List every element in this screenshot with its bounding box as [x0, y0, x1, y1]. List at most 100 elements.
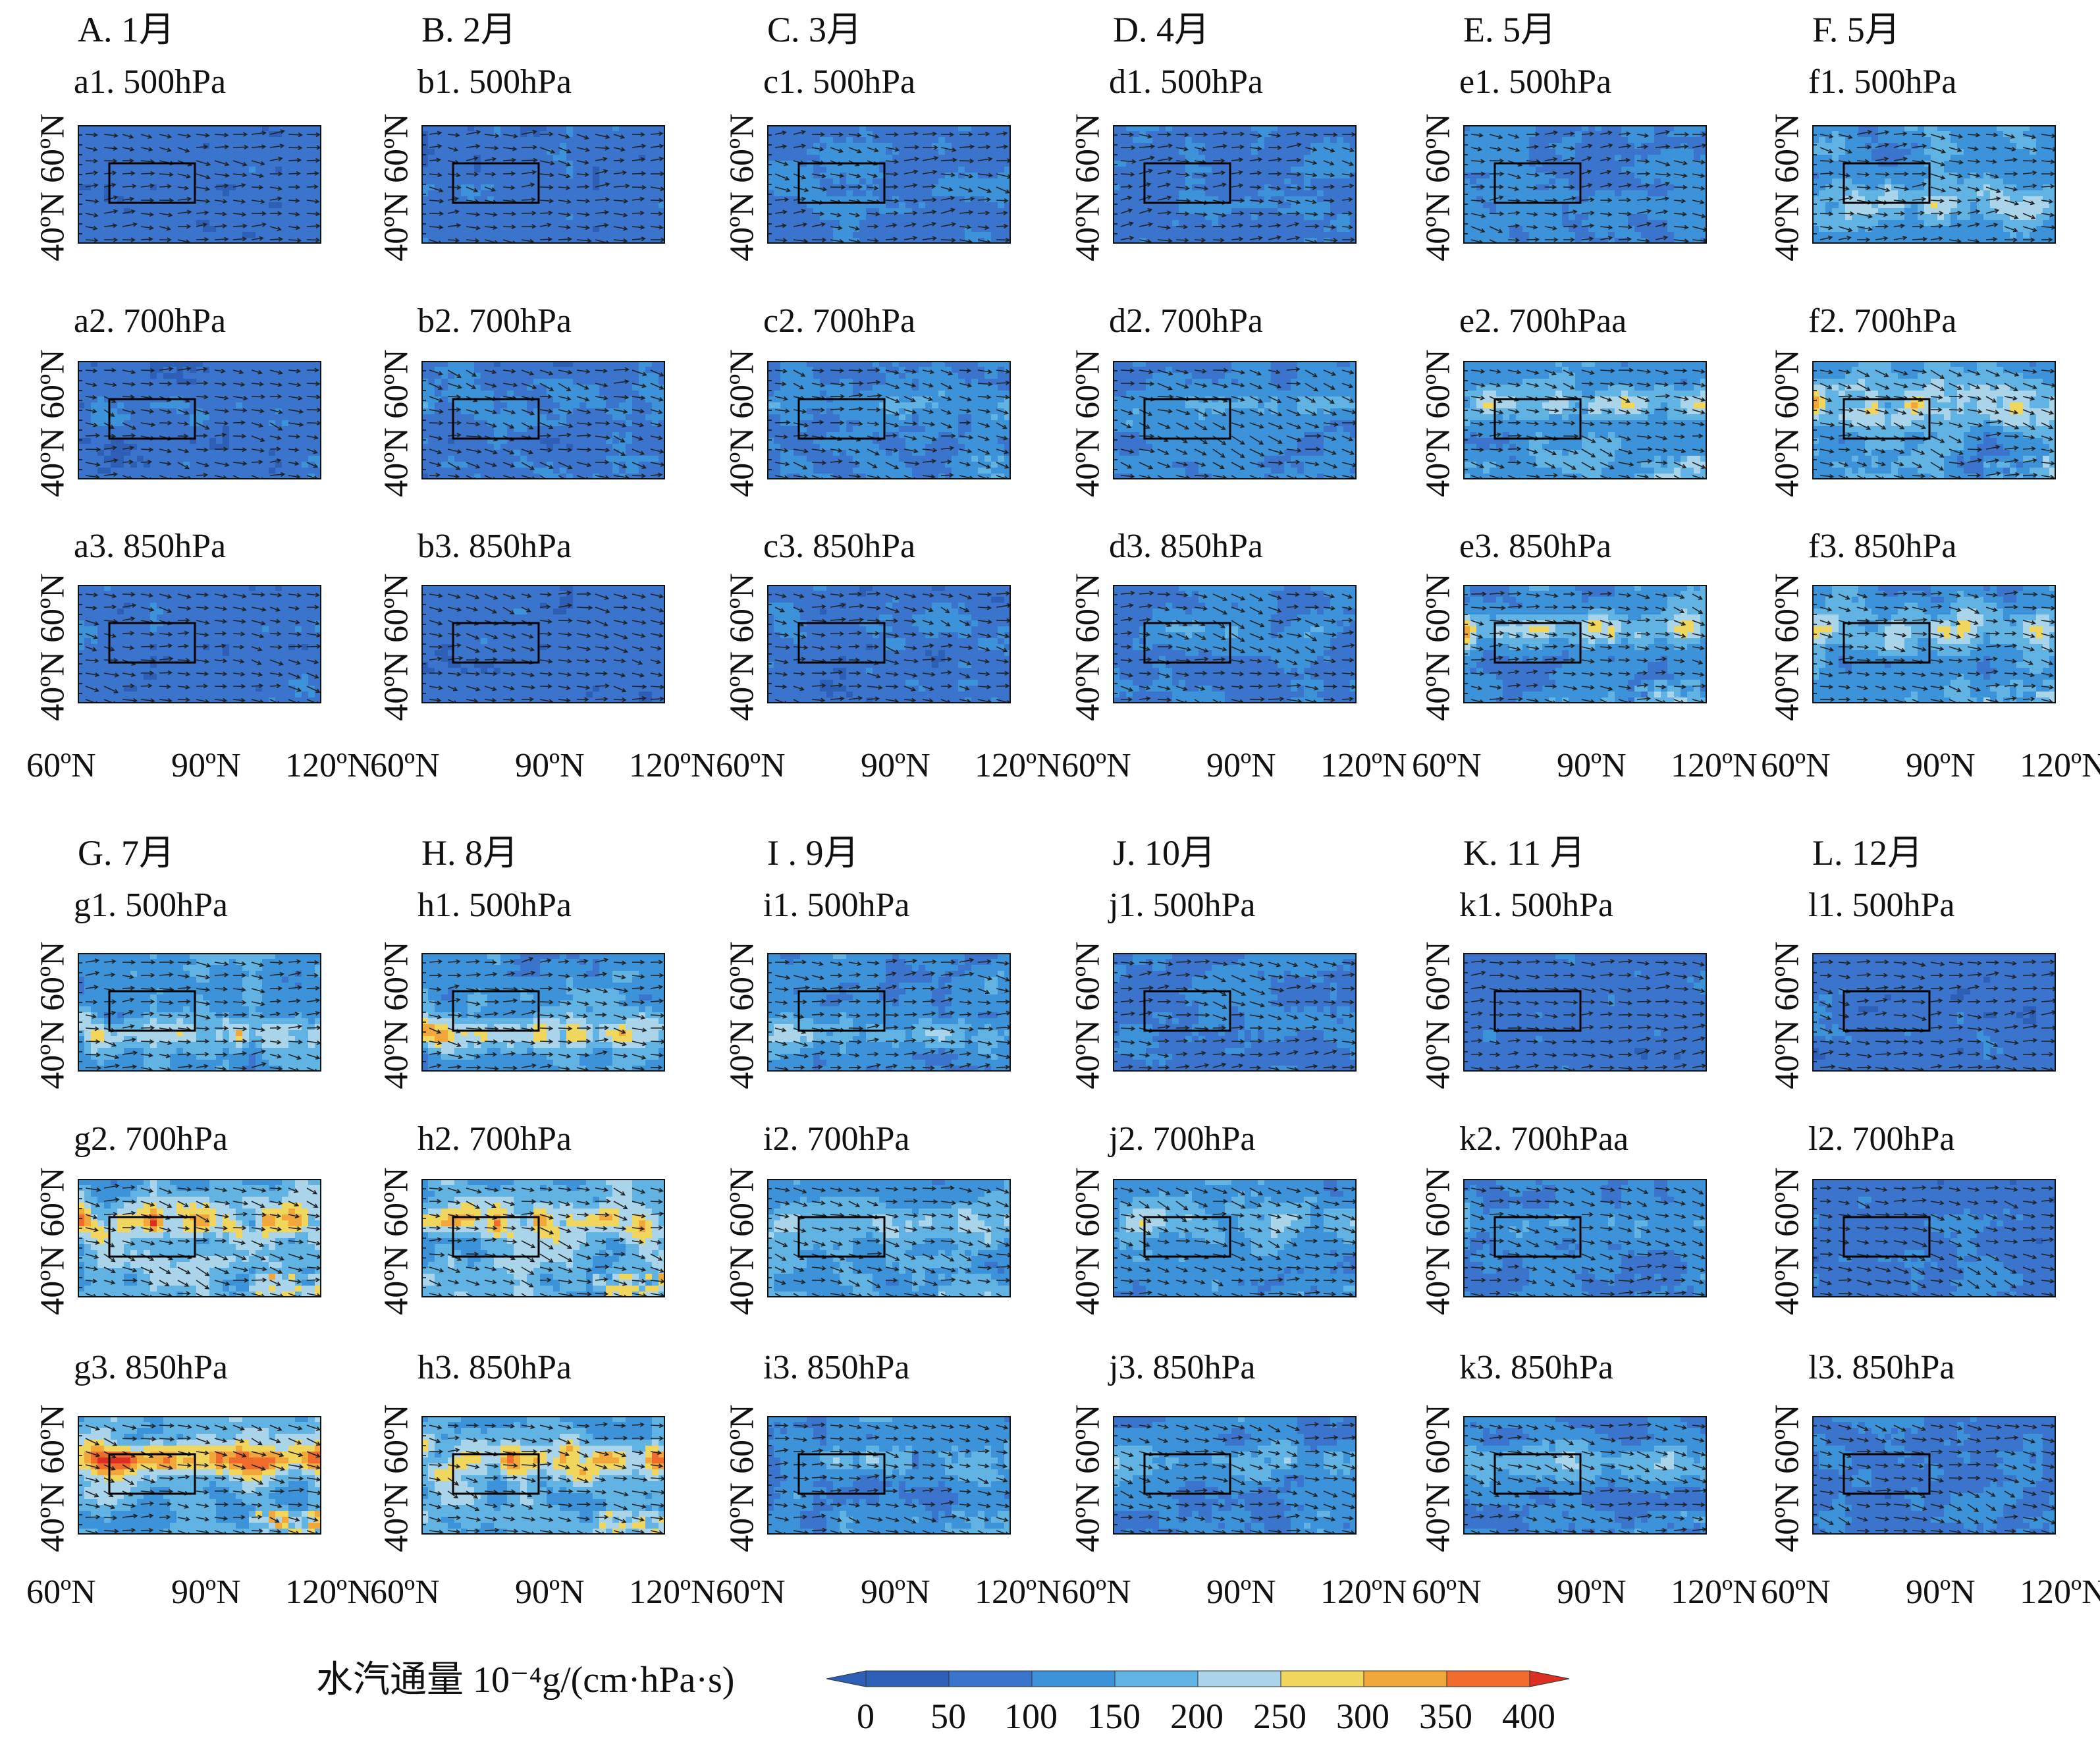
panel-label: h1. 500hPa: [417, 886, 572, 925]
y-axis-label: 40ºN 60ºN: [1069, 338, 1108, 509]
month-title: D. 4月: [1113, 0, 1210, 52]
wind-vectors: [774, 1185, 1011, 1297]
region-box: [452, 622, 540, 664]
wind-vectors: [429, 1186, 665, 1297]
panel-map: [1463, 361, 1707, 479]
month-title: F. 5月: [1812, 0, 1900, 52]
panel-label: h2. 700hPa: [417, 1120, 572, 1158]
region-box: [1843, 1453, 1931, 1495]
panel-label: f3. 850hPa: [1808, 527, 1956, 566]
y-axis-label: 40ºN 60ºN: [1419, 338, 1458, 509]
x-tick-label: 120ºN: [2020, 1573, 2100, 1612]
y-axis-label: 40ºN 60ºN: [723, 338, 762, 509]
x-tick-label: 120ºN: [629, 746, 716, 785]
flux-map: [78, 953, 321, 1072]
panel-label: b2. 700hPa: [417, 302, 572, 340]
colorbar-tick-label: 300: [1336, 1696, 1389, 1737]
panel-label: f2. 700hPa: [1808, 302, 1956, 340]
x-tick-label: 120ºN: [1671, 746, 1758, 785]
colorbar-segment: [1197, 1670, 1281, 1687]
colorbar-segment: [1280, 1670, 1364, 1687]
region-box: [1843, 622, 1931, 664]
y-axis-label: 40ºN 60ºN: [34, 1393, 72, 1564]
y-axis-label: 40ºN 60ºN: [1069, 1393, 1108, 1564]
panel-map: [421, 585, 665, 703]
panel-label: j3. 850hPa: [1109, 1348, 1255, 1387]
wind-vectors: [774, 958, 1011, 1072]
y-axis-label: 40ºN 60ºN: [377, 1156, 416, 1327]
panel-label: c3. 850hPa: [763, 527, 915, 566]
panel-map: [1812, 1179, 2056, 1297]
region-box: [1843, 1216, 1931, 1258]
wind-vectors: [1819, 959, 2056, 1072]
flux-map: [1812, 361, 2056, 479]
panel-map: [1812, 1416, 2056, 1535]
panel-map: [1812, 361, 2056, 479]
x-tick-label: 120ºN: [629, 1573, 716, 1612]
x-tick-label: 90ºN: [1206, 1573, 1276, 1612]
month-title: L. 12月: [1812, 823, 1923, 875]
x-tick-label: 90ºN: [171, 1573, 241, 1612]
wind-vectors: [774, 591, 1011, 703]
colorbar-segment: [1031, 1670, 1116, 1687]
x-tick-label: 60ºN: [716, 1573, 786, 1612]
wind-vectors: [1470, 130, 1707, 244]
x-tick-label: 120ºN: [2020, 746, 2100, 785]
flux-map: [1812, 585, 2056, 703]
flux-map: [1113, 953, 1357, 1072]
x-tick-label: 60ºN: [716, 746, 786, 785]
y-axis-label: 40ºN 60ºN: [723, 930, 762, 1101]
colorbar-tick-label: 50: [930, 1696, 966, 1737]
y-axis-label: 40ºN 60ºN: [1419, 1156, 1458, 1327]
panel-label: k2. 700hPaa: [1459, 1120, 1629, 1158]
x-tick-label: 90ºN: [861, 1573, 930, 1612]
y-axis-label: 40ºN 60ºN: [723, 1156, 762, 1327]
x-tick-label: 120ºN: [1671, 1573, 1758, 1612]
y-axis-label: 40ºN 60ºN: [377, 562, 416, 733]
panel-label: g1. 500hPa: [74, 886, 228, 925]
x-tick-label: 60ºN: [1062, 746, 1131, 785]
region-box: [1143, 990, 1231, 1032]
x-tick-label: 120ºN: [1320, 1573, 1407, 1612]
colorbar-tick-label: 250: [1253, 1696, 1306, 1737]
month-title: E. 5月: [1463, 0, 1556, 52]
colorbar-tick-label: 0: [857, 1696, 875, 1737]
region-box: [1143, 398, 1231, 440]
colorbar-segment: [948, 1670, 1033, 1687]
y-axis-label: 40ºN 60ºN: [1069, 562, 1108, 733]
x-tick-label: 90ºN: [1906, 1573, 1976, 1612]
flux-map: [78, 125, 321, 244]
wind-vectors: [1470, 1422, 1707, 1535]
y-axis-label: 40ºN 60ºN: [34, 1156, 72, 1327]
flux-map: [1812, 125, 2056, 244]
wind-vectors: [1470, 958, 1707, 1072]
colorbar-tick-label: 200: [1170, 1696, 1224, 1737]
flux-map: [1113, 125, 1357, 244]
x-tick-label: 90ºN: [515, 746, 585, 785]
wind-vectors: [1120, 367, 1357, 479]
y-axis-label: 40ºN 60ºN: [34, 338, 72, 509]
flux-map: [78, 1416, 321, 1535]
colorbar-tick-label: 150: [1087, 1696, 1141, 1737]
flux-map: [767, 125, 1011, 244]
flux-map: [78, 361, 321, 479]
x-tick-label: 60ºN: [370, 1573, 440, 1612]
flux-map: [421, 1179, 665, 1297]
x-tick-label: 60ºN: [1412, 1573, 1482, 1612]
wind-vectors: [429, 957, 665, 1072]
panel-map: [421, 953, 665, 1072]
panel-map: [78, 953, 321, 1072]
panel-map: [1463, 585, 1707, 703]
x-tick-label: 90ºN: [861, 746, 930, 785]
y-axis-label: 40ºN 60ºN: [1419, 102, 1458, 273]
panel-label: e2. 700hPaa: [1459, 302, 1627, 340]
month-title: C. 3月: [767, 0, 862, 52]
panel-map: [1463, 125, 1707, 244]
colorbar-segment: [865, 1670, 950, 1687]
x-tick-label: 60ºN: [26, 746, 96, 785]
region-box: [797, 398, 886, 440]
y-axis-label: 40ºN 60ºN: [377, 338, 416, 509]
wind-vectors: [429, 129, 665, 244]
panel-map: [767, 1179, 1011, 1297]
panel-label: h3. 850hPa: [417, 1348, 572, 1387]
